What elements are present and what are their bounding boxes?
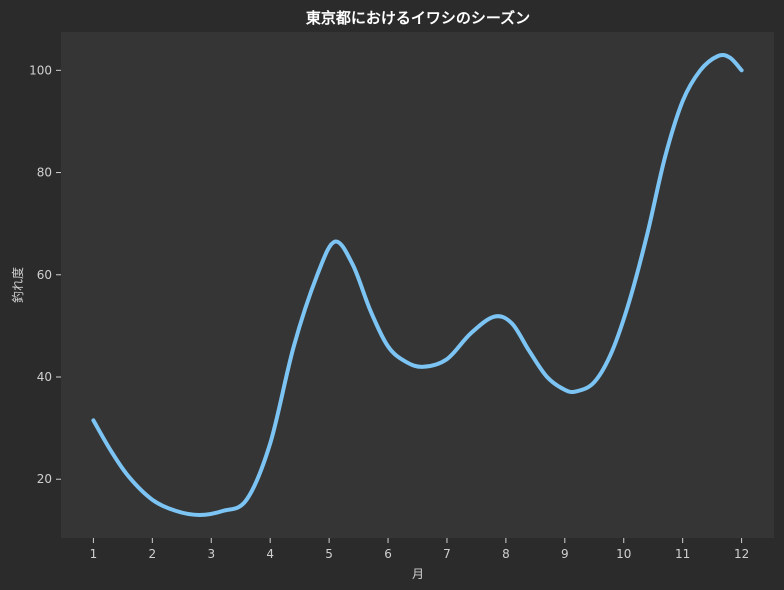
- x-tick-label: 6: [384, 547, 392, 561]
- x-tick-label: 2: [149, 547, 157, 561]
- plot-area: [61, 32, 774, 538]
- series-line: [91, 52, 744, 517]
- x-tick-label: 3: [207, 547, 215, 561]
- y-tick-label: 40: [37, 370, 52, 384]
- x-axis-label: 月: [412, 567, 424, 581]
- x-tick-label: 1: [90, 547, 98, 561]
- x-tick-label: 12: [734, 547, 749, 561]
- y-axis-label: 釣れ度: [10, 267, 25, 303]
- y-tick-label: 80: [37, 166, 52, 180]
- x-tick-label: 11: [675, 547, 690, 561]
- x-tick-label: 4: [266, 547, 274, 561]
- x-axis: 1 2 3 4 5 6 7 8 9 10 11 12: [90, 538, 749, 561]
- x-tick-label: 7: [443, 547, 451, 561]
- x-tick-label: 5: [325, 547, 333, 561]
- y-axis: 20 40 60 80 100: [29, 63, 61, 486]
- x-tick-label: 8: [502, 547, 510, 561]
- x-tick-label: 9: [561, 547, 569, 561]
- y-tick-label: 100: [29, 63, 52, 77]
- chart-title: 東京都におけるイワシのシーズン: [306, 9, 530, 27]
- y-tick-label: 20: [37, 472, 52, 486]
- y-tick-label: 60: [37, 268, 52, 282]
- x-tick-label: 10: [616, 547, 631, 561]
